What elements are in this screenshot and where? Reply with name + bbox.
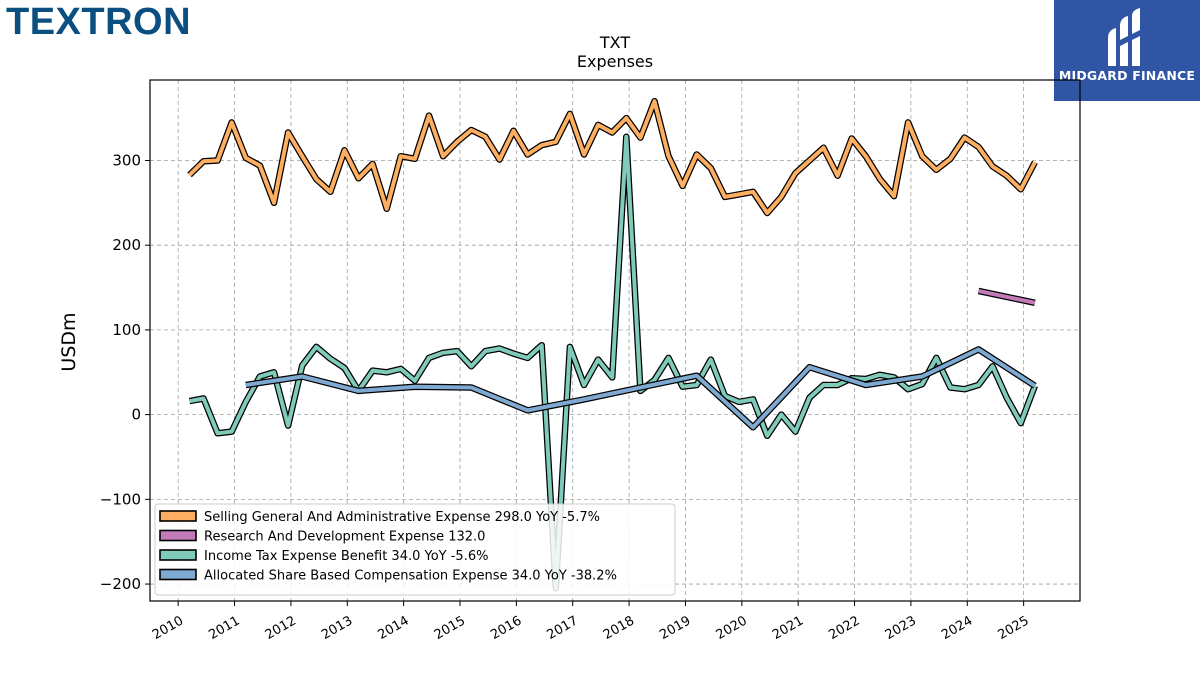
legend-swatch — [159, 568, 197, 581]
legend-swatch — [159, 529, 197, 542]
series-group — [187, 97, 1038, 592]
x-tick-label: 2015 — [432, 613, 468, 643]
y-tick-label: 0 — [131, 406, 141, 424]
x-tick-label: 2019 — [657, 613, 693, 643]
x-tick-label: 2022 — [826, 613, 862, 643]
legend-box — [154, 503, 676, 596]
x-axis: 2010 2011 2012 2013 2014 2015 2016 2017 2018 2019… — [150, 601, 1032, 643]
x-tick-label: 2012 — [263, 613, 299, 643]
y-tick-label: 100 — [112, 321, 141, 339]
series-lines — [187, 97, 1038, 592]
x-tick-label: 2018 — [601, 613, 637, 643]
x-tick-label: 2013 — [319, 613, 355, 643]
textron-logo: TEXTRON — [6, 1, 192, 43]
y-axis-label: USDm — [58, 312, 80, 371]
legend-label: Selling General And Administrative Expen… — [204, 510, 600, 525]
legend: Selling General And Administrative Expen… — [154, 503, 676, 596]
y-tick-label: 200 — [112, 236, 141, 254]
x-tick-label: 2014 — [375, 613, 411, 643]
plot-frame — [149, 79, 1081, 602]
series-line-selling-general-and-administrative-expense — [188, 99, 1037, 215]
chart-subtitle: Expenses — [577, 52, 653, 71]
x-tick-label: 2016 — [488, 613, 524, 643]
series-line-allocated-share-based-compensation-expense — [245, 347, 1036, 430]
legend-swatch — [159, 510, 197, 522]
legend-label: Income Tax Expense Benefit 34.0 YoY -5.6… — [204, 549, 488, 564]
x-tick-label: 2023 — [883, 613, 919, 643]
y-tick-label: 300 — [112, 151, 141, 169]
series-line-research-and-development-expense — [978, 288, 1036, 305]
legend-label: Research And Development Expense 132.0 — [204, 530, 485, 545]
x-tick-label: 2010 — [150, 613, 186, 643]
x-tick-label: 2011 — [206, 613, 242, 643]
y-axis: −200 −100 0 100 200 300 — [100, 151, 150, 593]
midgard-logo-mark-icon — [1108, 8, 1140, 66]
x-tick-label: 2020 — [714, 613, 750, 643]
series-line-income-tax-expense-benefit — [189, 134, 1037, 591]
midgard-finance-logo: MIDGARD FINANCE — [1054, 0, 1200, 101]
midgard-logo-text: MIDGARD FINANCE — [1058, 68, 1196, 83]
chart-title: TXT — [599, 33, 630, 52]
y-tick-label: −200 — [100, 575, 141, 593]
x-tick-label: 2025 — [995, 613, 1031, 643]
x-tick-label: 2024 — [939, 613, 975, 643]
x-tick-label: 2021 — [770, 613, 806, 643]
x-tick-label: 2017 — [545, 613, 581, 643]
series-outline-selling-general-and-administrative-expense — [187, 97, 1038, 217]
y-tick-label: −100 — [100, 490, 141, 508]
legend-swatch — [159, 549, 197, 561]
legend-label: Allocated Share Based Compensation Expen… — [204, 569, 617, 584]
